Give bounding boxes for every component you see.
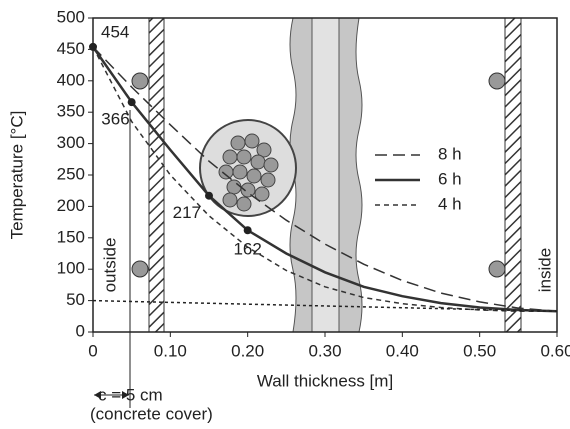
x-tick-label: 0 [88,341,97,360]
detail-circle [199,119,297,217]
y-tick-label: 200 [57,196,85,215]
annotation: inside [535,248,554,292]
y-axis-label: Temperature [°C] [7,111,26,240]
series-line [91,46,558,313]
x-tick-label: 0.30 [308,341,341,360]
annotation: c = 5 cm [98,385,163,404]
annotation: (concrete cover) [90,404,213,423]
y-tick-label: 300 [57,133,85,152]
x-tick-label: 0.40 [386,341,419,360]
rebar [254,186,270,202]
wall-left [148,17,165,333]
y-tick-label: 250 [57,164,85,183]
y-tick-label: 400 [57,70,85,89]
y-tick-label: 350 [57,102,85,121]
rebar [244,133,260,149]
data-label: 162 [233,240,261,259]
rebar [222,149,238,165]
rebar [226,179,242,195]
rebar [236,196,252,212]
data-point [89,42,97,51]
rebar [246,168,262,184]
y-tick-label: 150 [57,227,85,246]
rebar [222,192,238,208]
rebar [131,260,149,278]
rebar [256,142,272,158]
legend-label: 4 h [438,194,462,213]
y-tick-label: 100 [57,259,85,278]
annotation: outside [100,238,119,293]
x-tick-label: 0.10 [154,341,187,360]
rebar [232,164,248,180]
y-tick-label: 0 [76,321,85,340]
rebar [240,182,256,198]
legend-label: 6 h [438,169,462,188]
legend: 8 h 6 h 4 h [375,144,462,213]
rebar [250,154,266,170]
data-label: 454 [101,22,129,41]
rebar [260,172,276,188]
x-axis-label: Wall thickness [m] [257,371,393,390]
y-tick-label: 50 [66,290,85,309]
rebar [131,72,149,90]
rebar [218,164,234,180]
data-label: 217 [173,203,201,222]
series-line [92,46,558,313]
rebar-bundle [218,133,279,212]
rebar [236,149,252,165]
x-tick-label: 0.60 [540,341,570,360]
series-line [92,46,557,313]
data-point [127,98,136,107]
series-line [92,299,558,313]
cover-arrowheads [94,391,129,399]
legend-label: 8 h [438,144,462,163]
y-tick-label: 500 [57,7,85,26]
x-tick-label: 0.50 [463,341,496,360]
data-point [205,191,213,200]
rebar [263,157,279,173]
rebar [488,260,506,278]
x-tick-label: 0.20 [231,341,264,360]
rebar [230,135,246,151]
wall-right [504,17,522,333]
rebar [488,72,506,90]
column-core [311,17,340,333]
data-label: 366 [101,110,129,129]
y-tick-label: 450 [57,39,85,58]
data-point [243,226,252,235]
